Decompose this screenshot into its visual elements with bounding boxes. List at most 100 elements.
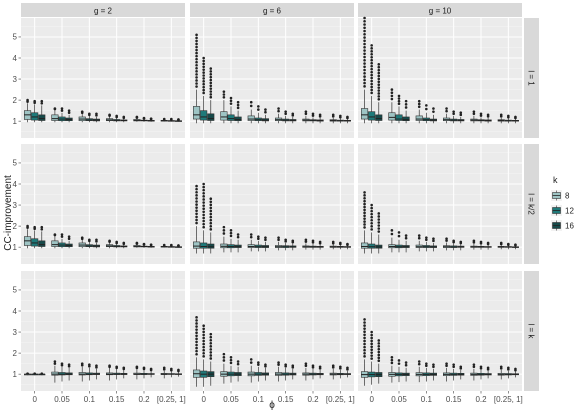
outlier-point [445, 362, 448, 365]
x-tick-label: 0 [32, 395, 37, 404]
outlier-point [432, 237, 435, 241]
outlier-point [202, 82, 205, 86]
outlier-point [195, 36, 198, 40]
facet-panel [21, 18, 185, 138]
outlier-point [229, 234, 233, 238]
outlier-point [122, 241, 126, 245]
outlier-point [486, 241, 490, 245]
outlier-point [417, 236, 421, 240]
box [51, 371, 59, 376]
outlier-point [209, 212, 213, 216]
box [31, 238, 39, 247]
outlier-point [377, 218, 381, 221]
outlier-point [377, 68, 381, 72]
outlier-point [202, 195, 205, 198]
legend-label: 8 [565, 192, 570, 201]
outlier-point [202, 219, 205, 223]
outlier-point [363, 220, 366, 223]
outlier-point [363, 318, 366, 321]
outlier-point [209, 78, 213, 82]
outlier-point [377, 86, 381, 89]
outlier-point [202, 182, 205, 186]
outlier-point [284, 110, 287, 113]
outlier-point [202, 80, 205, 83]
outlier-point [142, 116, 146, 120]
box [368, 243, 376, 249]
outlier-point [60, 107, 64, 110]
outlier-point [229, 361, 233, 365]
outlier-point [377, 356, 381, 360]
outlier-point [195, 215, 198, 219]
outlier-point [417, 360, 421, 363]
outlier-point [370, 339, 373, 343]
outlier-point [363, 324, 366, 327]
outlier-point [452, 239, 455, 243]
outlier-point [445, 107, 448, 110]
outlier-point [370, 218, 373, 222]
box [51, 240, 59, 247]
outlier-point [135, 115, 139, 119]
outlier-point [209, 332, 213, 336]
y-tick-label: 3 [13, 328, 18, 337]
outlier-point [202, 336, 205, 340]
col-strip-label: g = 10 [429, 7, 452, 16]
outlier-point [26, 224, 29, 228]
outlier-point [507, 242, 510, 246]
outlier-point [202, 198, 205, 201]
outlier-point [236, 103, 240, 107]
outlier-point [277, 236, 280, 239]
box [368, 111, 376, 121]
outlier-point [95, 238, 98, 242]
outlier-point [40, 227, 44, 231]
x-tick-label: 0.15 [278, 395, 294, 404]
outlier-point [209, 197, 213, 201]
outlier-point [370, 55, 373, 59]
y-tick-label: 4 [13, 307, 18, 316]
x-tick-label: 0 [201, 395, 206, 404]
box [38, 114, 46, 121]
outlier-point [209, 354, 213, 357]
outlier-point [432, 107, 435, 110]
box [395, 114, 403, 121]
outlier-point [370, 44, 373, 47]
outlier-point [195, 325, 198, 328]
outlier-point [249, 361, 253, 364]
outlier-point [397, 234, 401, 238]
outlier-point [195, 203, 198, 206]
outlier-point [377, 344, 381, 348]
outlier-point [404, 99, 408, 103]
outlier-point [202, 339, 205, 343]
outlier-point [195, 51, 198, 55]
box [247, 115, 255, 121]
outlier-point [377, 227, 381, 230]
outlier-point [417, 99, 421, 103]
facet-panel [358, 144, 522, 264]
outlier-point [229, 99, 233, 103]
outlier-point [363, 199, 366, 203]
outlier-point [170, 117, 173, 121]
outlier-point [257, 361, 260, 364]
outlier-point [363, 194, 366, 197]
outlier-point [363, 26, 366, 30]
outlier-point [88, 112, 91, 116]
outlier-point [499, 365, 503, 369]
y-tick-label: 3 [13, 75, 18, 84]
outlier-point [195, 331, 198, 335]
outlier-point [425, 107, 428, 111]
outlier-point [236, 106, 240, 110]
outlier-point [229, 231, 233, 235]
outlier-point [195, 221, 198, 225]
outlier-point [195, 187, 198, 191]
y-tick-label: 5 [13, 33, 18, 42]
outlier-point [370, 209, 373, 213]
outlier-point [209, 335, 213, 339]
outlier-point [479, 240, 483, 244]
outlier-point [195, 184, 198, 188]
y-tick-label: 4 [13, 54, 18, 63]
outlier-point [363, 85, 366, 88]
outlier-point [202, 71, 205, 74]
outlier-point [363, 81, 366, 85]
outlier-point [195, 206, 198, 209]
outlier-point [209, 351, 213, 354]
legend-label: 16 [565, 222, 574, 231]
